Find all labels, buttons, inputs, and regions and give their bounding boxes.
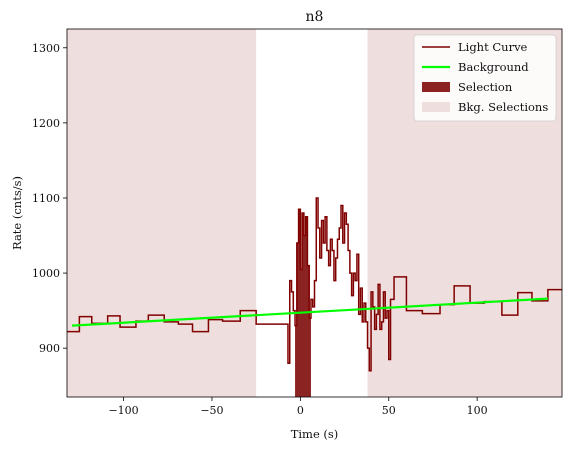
legend-label: Selection [458, 80, 513, 94]
bkg-selection-region [67, 29, 257, 397]
x-tick-label: 100 [467, 404, 488, 417]
y-tick-label: 1000 [32, 267, 60, 280]
y-tick-label: 1100 [32, 192, 60, 205]
legend-label: Light Curve [458, 40, 528, 54]
legend-label: Bkg. Selections [458, 100, 548, 114]
legend-swatch [422, 102, 450, 112]
x-axis-label: Time (s) [291, 427, 339, 441]
legend-label: Background [458, 60, 529, 74]
chart-title: n8 [306, 9, 324, 25]
x-tick-label: 0 [297, 404, 304, 417]
ticks-layer: −100 −50 0 50 100 900 1000 1100 1200 1300 [32, 42, 488, 417]
x-tick-label: −100 [108, 404, 138, 417]
x-tick-label: −50 [200, 404, 223, 417]
y-axis-label: Rate (cnts/s) [10, 176, 24, 250]
plot-frame [66, 28, 563, 398]
legend-box [413, 34, 557, 122]
legend: Light Curve Background Selection Bkg. Selec… [413, 34, 557, 122]
legend-swatch [422, 82, 450, 92]
y-tick-label: 1300 [32, 42, 60, 55]
x-tick-label: 50 [382, 404, 396, 417]
background-line [71, 297, 548, 327]
y-tick-label: 1200 [32, 117, 60, 130]
light-curve-layer [67, 197, 562, 372]
light-curve-line [67, 197, 562, 372]
y-tick-label: 900 [39, 342, 60, 355]
background-layer [71, 297, 548, 327]
